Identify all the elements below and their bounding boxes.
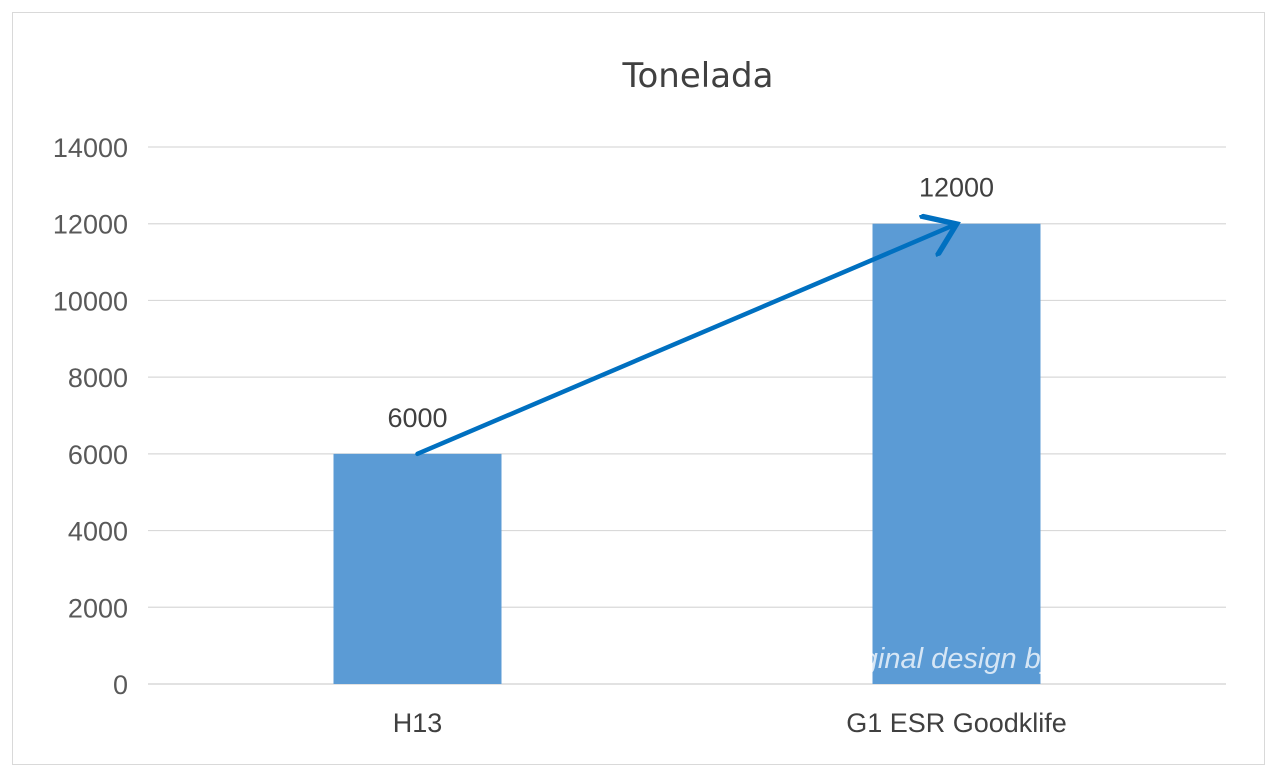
category-label: G1 ESR Goodklife	[846, 708, 1067, 738]
y-tick-label: 8000	[68, 363, 128, 393]
data-label: 12000	[919, 173, 994, 203]
data-label: 6000	[387, 403, 447, 433]
y-tick-label: 2000	[68, 593, 128, 623]
chart-frame	[12, 12, 1265, 765]
y-tick-label: 14000	[53, 133, 128, 163]
chart-title: Tonelada	[622, 56, 774, 96]
category-label: H13	[393, 708, 443, 738]
y-tick-label: 6000	[68, 440, 128, 470]
data-labels: 6000 12000	[387, 173, 994, 433]
y-tick-label: 0	[113, 670, 128, 700]
x-axis-category-labels: H13 G1 ESR Goodklife	[393, 708, 1067, 738]
bar	[872, 223, 1041, 684]
y-axis-tick-labels: 0 2000 4000 6000 8000 10000 12000 14000	[53, 133, 128, 700]
gridlines	[148, 146, 1226, 685]
y-tick-label: 4000	[68, 517, 128, 547]
trend-arrow	[415, 226, 953, 457]
y-tick-label: 10000	[53, 286, 128, 316]
bar	[333, 453, 502, 684]
y-tick-label: 12000	[53, 210, 128, 240]
bars	[333, 223, 1041, 684]
watermark-text: @original design by Goodklife	[800, 643, 1186, 675]
